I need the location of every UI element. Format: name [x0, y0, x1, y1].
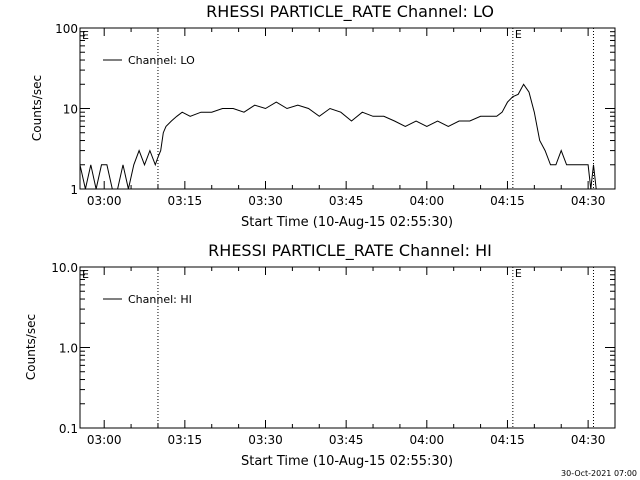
- axis-ticks: 03:00 03:15 03:30 03:45 04:00 04:15 04:30 0.1 1.…: [51, 261, 616, 447]
- x-tick-label: 03:30: [248, 433, 283, 447]
- legend: Channel: HI: [103, 293, 192, 306]
- marker-lines: E: [157, 267, 594, 428]
- footer-timestamp: 30-Oct-2021 07:00: [561, 469, 637, 478]
- axis-ticks: 03:00 03:15 03:30 03:45 04:00 04:15 04:30 1 10 10…: [55, 22, 616, 208]
- x-tick-label: 03:45: [329, 433, 364, 447]
- marker-lines: E: [157, 28, 594, 189]
- y-tick-label: 0.1: [59, 422, 78, 436]
- x-tick-label: 04:00: [410, 433, 445, 447]
- x-tick-label: 03:15: [168, 194, 203, 208]
- series-lo: [79, 83, 597, 190]
- panel-hi: RHESSI PARTICLE_RATE Channel: HI 03:00 03…: [24, 241, 616, 469]
- chart-title: RHESSI PARTICLE_RATE Channel: LO: [206, 2, 494, 22]
- x-tick-label: 04:30: [571, 433, 606, 447]
- y-tick-label: 10.0: [51, 261, 78, 275]
- marker-label: E: [515, 28, 522, 41]
- y-axis-label: Counts/sec: [24, 314, 38, 380]
- x-axis-label: Start Time (10-Aug-15 02:55:30): [241, 215, 453, 230]
- x-tick-label: 04:15: [490, 194, 525, 208]
- y-tick-label: 1: [70, 183, 78, 197]
- x-tick-label: 03:00: [87, 194, 122, 208]
- corner-label: E: [82, 268, 89, 281]
- x-tick-label: 04:00: [410, 194, 445, 208]
- y-axis-label: Counts/sec: [30, 75, 44, 141]
- plot-frame: [79, 266, 616, 429]
- corner-label: E: [82, 29, 89, 42]
- plot-frame: [79, 27, 616, 190]
- y-tick-label: 100: [55, 22, 78, 36]
- x-axis-label: Start Time (10-Aug-15 02:55:30): [241, 454, 453, 469]
- y-tick-label: 10: [63, 103, 78, 117]
- x-tick-label: 04:15: [490, 433, 525, 447]
- x-tick-label: 03:00: [87, 433, 122, 447]
- legend-label: Channel: LO: [128, 54, 195, 67]
- x-tick-label: 03:45: [329, 194, 364, 208]
- x-tick-label: 03:15: [168, 433, 203, 447]
- marker-label: E: [515, 267, 522, 280]
- x-tick-label: 03:30: [248, 194, 283, 208]
- y-tick-label: 1.0: [59, 342, 78, 356]
- panel-lo: RHESSI PARTICLE_RATE Channel: LO 03:00 03…: [30, 2, 616, 230]
- legend-label: Channel: HI: [128, 293, 192, 306]
- chart-title: RHESSI PARTICLE_RATE Channel: HI: [208, 241, 492, 261]
- legend: Channel: LO: [103, 54, 195, 67]
- series-line: [79, 83, 597, 190]
- x-tick-label: 04:30: [571, 194, 606, 208]
